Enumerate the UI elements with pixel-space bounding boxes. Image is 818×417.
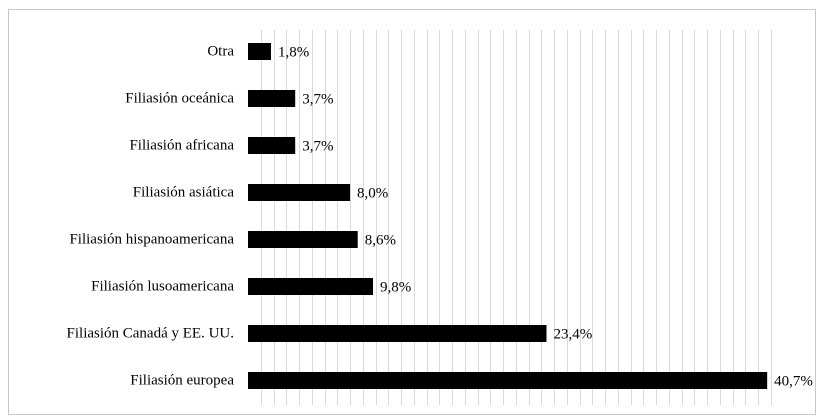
bar-3 xyxy=(248,184,351,201)
value-label-0: 1,8% xyxy=(278,45,309,61)
value-label-7: 40,7% xyxy=(774,374,813,390)
value-labels: 1,8% 3,7% 3,7% 8,0% 8,6% 9,8% 23,4% 40,7% xyxy=(278,45,813,390)
category-label-1: Filiasión oceánica xyxy=(125,91,234,107)
category-label-7: Filiasión europea xyxy=(130,373,234,389)
category-label-5: Filiasión lusoamericana xyxy=(91,279,234,295)
bar-7 xyxy=(248,372,768,389)
category-label-2: Filiasión africana xyxy=(129,138,234,154)
value-label-3: 8,0% xyxy=(357,186,388,202)
value-label-5: 9,8% xyxy=(380,280,411,296)
category-label-3: Filiasión asiática xyxy=(133,185,235,201)
value-label-2: 3,7% xyxy=(302,139,333,155)
bar-6 xyxy=(248,325,547,342)
category-labels: Otra Filiasión oceánica Filiasión africana… xyxy=(67,44,235,389)
bar-5 xyxy=(248,278,374,295)
value-label-6: 23,4% xyxy=(553,327,592,343)
category-label-0: Otra xyxy=(207,44,234,60)
bar-4 xyxy=(248,231,358,248)
category-label-6: Filiasión Canadá y EE. UU. xyxy=(67,326,234,342)
gridlines xyxy=(261,30,772,405)
category-label-4: Filiasión hispanoamericana xyxy=(69,232,234,248)
bars xyxy=(248,43,768,389)
bar-0 xyxy=(248,43,271,60)
value-label-1: 3,7% xyxy=(302,92,333,108)
bar-1 xyxy=(248,90,296,107)
bar-2 xyxy=(248,137,296,154)
value-label-4: 8,6% xyxy=(365,233,396,249)
chart-frame xyxy=(8,9,816,415)
